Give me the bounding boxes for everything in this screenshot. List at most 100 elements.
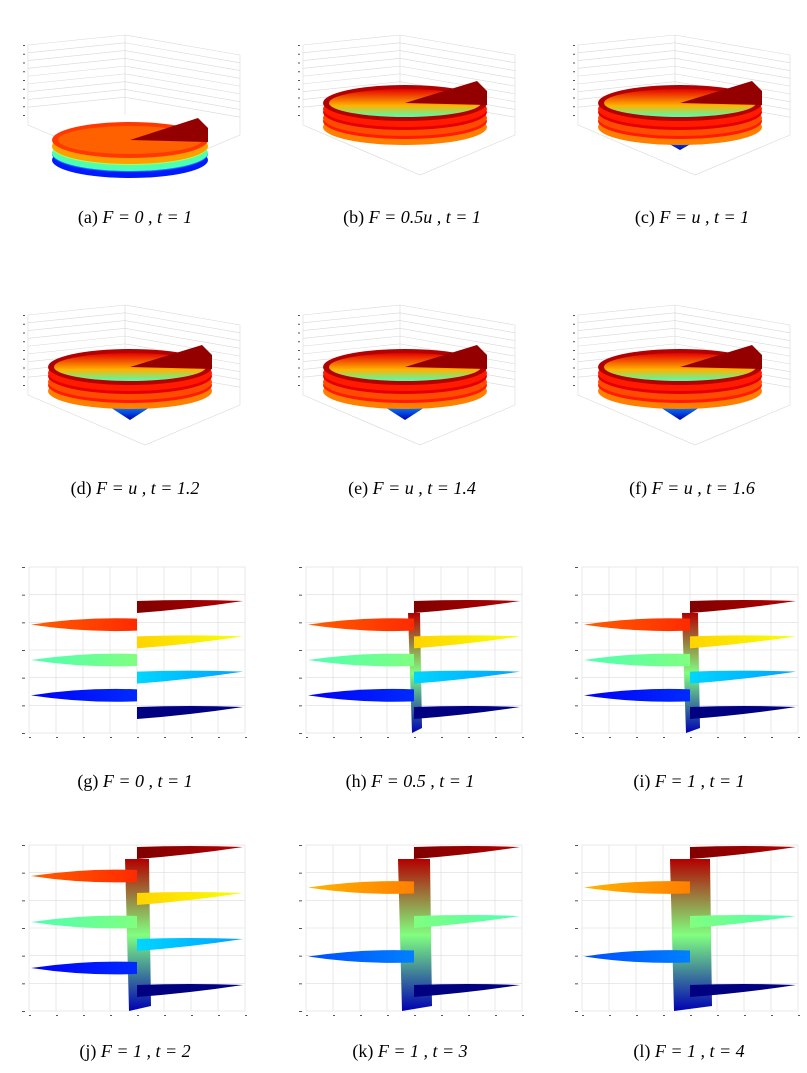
grid-line xyxy=(577,65,676,77)
tick-mark xyxy=(771,737,773,738)
tick-mark xyxy=(414,737,416,738)
grid-line xyxy=(399,312,516,334)
layer-blade-1 xyxy=(584,618,690,632)
tick-mark xyxy=(495,1015,497,1016)
layer-blade-5 xyxy=(584,688,690,702)
tick-mark xyxy=(298,45,300,46)
panel-a xyxy=(20,25,250,185)
surface xyxy=(52,118,208,178)
tick-marks xyxy=(299,845,524,1016)
tick-mark xyxy=(298,88,300,90)
layer-blade-4 xyxy=(137,670,243,684)
layer-blade-1 xyxy=(584,881,690,894)
tick-mark xyxy=(299,900,302,902)
tick-mark xyxy=(110,1015,112,1016)
tick-mark xyxy=(299,928,302,929)
surface-plot xyxy=(573,34,791,176)
tick-mark xyxy=(23,45,25,46)
tick-mark xyxy=(522,1015,524,1016)
box-floor-edge xyxy=(27,394,241,446)
surface-plot xyxy=(22,566,247,738)
tick-mark xyxy=(299,1011,302,1012)
tick-mark xyxy=(218,1015,220,1016)
grid-line xyxy=(577,58,676,69)
grid-line xyxy=(399,65,516,87)
surface xyxy=(323,81,487,145)
tick-mark xyxy=(191,1015,193,1016)
grid-line xyxy=(302,335,401,347)
cut-wedge xyxy=(130,345,212,369)
panel-h xyxy=(292,562,527,747)
layer-blade-1 xyxy=(31,869,137,883)
grid-line xyxy=(27,328,126,339)
surface-plot xyxy=(573,304,791,446)
tick-mark xyxy=(23,80,25,81)
caption-d: (d) F = u , t = 1.2 xyxy=(70,478,200,498)
tick-mark xyxy=(22,594,25,596)
grid-line xyxy=(302,81,401,92)
tick-mark xyxy=(573,341,575,343)
tick-mark xyxy=(298,71,300,73)
grid-line xyxy=(674,58,791,79)
tick-mark xyxy=(298,106,300,108)
surface-plot xyxy=(22,844,247,1016)
tick-mark xyxy=(744,1015,746,1016)
grid-line xyxy=(124,73,241,95)
tick-mark xyxy=(663,737,665,738)
grid-line xyxy=(124,81,241,102)
caption-f: (f) F = u , t = 1.6 xyxy=(629,478,755,498)
tick-mark xyxy=(575,733,578,734)
tick-mark xyxy=(110,737,112,738)
tick-mark xyxy=(22,705,25,707)
tick-mark xyxy=(360,737,362,738)
grid-line xyxy=(124,312,241,334)
tick-mark xyxy=(245,1015,247,1016)
surface xyxy=(584,846,796,1011)
grid-line xyxy=(577,312,676,324)
caption-k: (k) F = 1 , t = 3 xyxy=(352,1041,468,1061)
panel-d xyxy=(20,295,250,455)
layer-blade-6 xyxy=(137,984,243,997)
caption-i: (i) F = 1 , t = 1 xyxy=(633,771,745,791)
grid-line xyxy=(399,335,516,357)
surface-plot xyxy=(298,34,516,176)
surface xyxy=(598,81,762,150)
tick-mark xyxy=(573,45,575,46)
tick-mark xyxy=(299,594,302,596)
panel-g xyxy=(15,562,250,747)
tick-mark xyxy=(636,737,638,738)
layer-blade-0 xyxy=(690,846,796,859)
tick-mark xyxy=(22,983,25,985)
tick-mark xyxy=(29,1015,31,1016)
tick-mark xyxy=(23,97,25,99)
cut-wedge xyxy=(405,345,487,369)
tick-mark xyxy=(387,737,389,738)
grid-line xyxy=(124,89,241,110)
tick-mark xyxy=(137,737,139,738)
tick-mark xyxy=(299,705,302,707)
tick-mark xyxy=(333,1015,335,1016)
tick-mark xyxy=(22,622,25,624)
surface-plot xyxy=(23,304,241,446)
tick-mark xyxy=(298,115,300,116)
grid-line xyxy=(577,335,676,347)
tick-mark xyxy=(771,1015,773,1016)
grid-line xyxy=(577,328,676,339)
tick-mark xyxy=(582,737,584,738)
tick-mark xyxy=(717,1015,719,1016)
caption-e: (e) F = u , t = 1.4 xyxy=(348,478,476,498)
tick-mark xyxy=(56,737,58,738)
grid-line xyxy=(27,50,126,61)
tick-marks xyxy=(575,845,800,1016)
tick-mark xyxy=(23,332,25,334)
tick-mark xyxy=(573,376,575,378)
layer-blade-3 xyxy=(31,653,137,667)
layer-blade-6 xyxy=(690,706,796,719)
tick-mark xyxy=(23,62,25,64)
grid-line xyxy=(577,42,676,54)
layer-blade-6 xyxy=(137,706,243,719)
tick-mark xyxy=(299,955,302,957)
tick-mark xyxy=(245,737,247,738)
tick-mark xyxy=(298,341,300,343)
surface xyxy=(584,600,796,733)
